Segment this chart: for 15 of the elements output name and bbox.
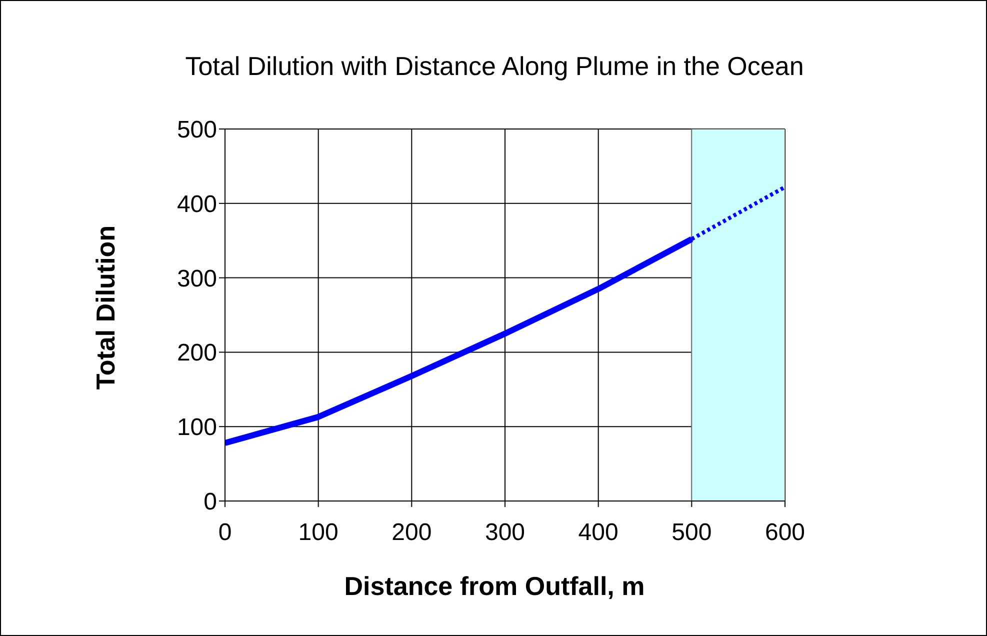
y-tick-label: 200: [176, 340, 217, 367]
x-tick-label: 100: [298, 519, 338, 546]
x-tick-label: 600: [764, 519, 806, 546]
x-tick-label: 400: [578, 519, 618, 546]
x-tick-label: 300: [484, 519, 526, 546]
y-tick-label: 500: [176, 116, 217, 144]
y-axis-title: Total Dilution: [90, 225, 122, 390]
x-tick-label: 500: [672, 519, 712, 546]
chart-title: Total Dilution with Distance Along Plume in the Ocean: [184, 51, 805, 82]
y-tick-label: 0: [204, 488, 217, 516]
y-tick-label: 300: [176, 265, 217, 292]
x-axis-title: Distance from Outfall, m: [343, 571, 646, 602]
y-tick-label: 400: [176, 190, 217, 218]
x-tick-label: 200: [392, 519, 432, 546]
y-tick-label: 100: [176, 414, 217, 442]
